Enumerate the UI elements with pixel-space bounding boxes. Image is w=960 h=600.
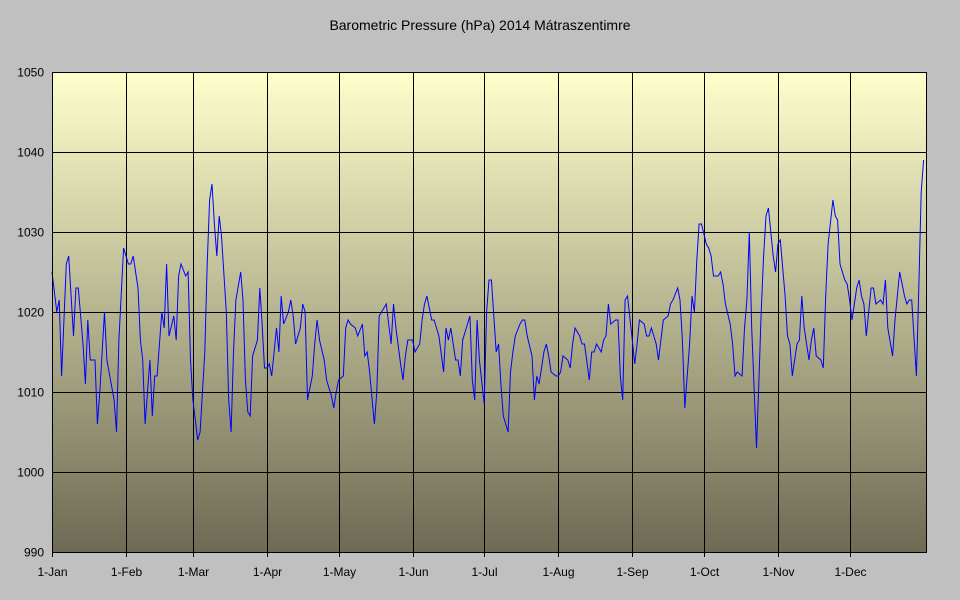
chart-title: Barometric Pressure (hPa) 2014 Mátraszen… bbox=[329, 17, 630, 33]
series-line-pressure bbox=[51, 159, 925, 449]
x-tick-label: 1-Aug bbox=[542, 565, 574, 579]
y-tick-label: 1000 bbox=[17, 466, 44, 480]
y-tick-label: 1020 bbox=[17, 306, 44, 320]
x-tick-label: 1-Dec bbox=[834, 565, 866, 579]
x-tick-label: 1-Oct bbox=[690, 565, 720, 579]
y-tick-label: 1010 bbox=[17, 386, 44, 400]
y-tick-label: 1050 bbox=[17, 66, 44, 80]
plot-border bbox=[52, 72, 927, 553]
x-tick-label: 1-Jun bbox=[398, 565, 428, 579]
x-axis: 1-Jan 1-Feb 1-Mar 1-Apr 1-May 1-Jun 1-Jul 1-Aug… bbox=[37, 565, 866, 579]
y-tick-label: 990 bbox=[24, 546, 44, 560]
x-tick-label: 1-Mar bbox=[178, 565, 209, 579]
x-tick-label: 1-Nov bbox=[762, 565, 794, 579]
x-tick-label: 1-Jan bbox=[37, 565, 67, 579]
y-axis: 990 1000 1010 1020 1030 1040 1050 bbox=[17, 66, 44, 560]
x-tick-label: 1-Feb bbox=[111, 565, 143, 579]
x-tick-label: 1-Jul bbox=[471, 565, 497, 579]
y-tick-label: 1030 bbox=[17, 226, 44, 240]
x-tick-label: 1-Sep bbox=[616, 565, 648, 579]
x-tick-label: 1-Apr bbox=[253, 565, 282, 579]
x-tick-label: 1-May bbox=[323, 565, 356, 579]
y-tick-label: 1040 bbox=[17, 146, 44, 160]
